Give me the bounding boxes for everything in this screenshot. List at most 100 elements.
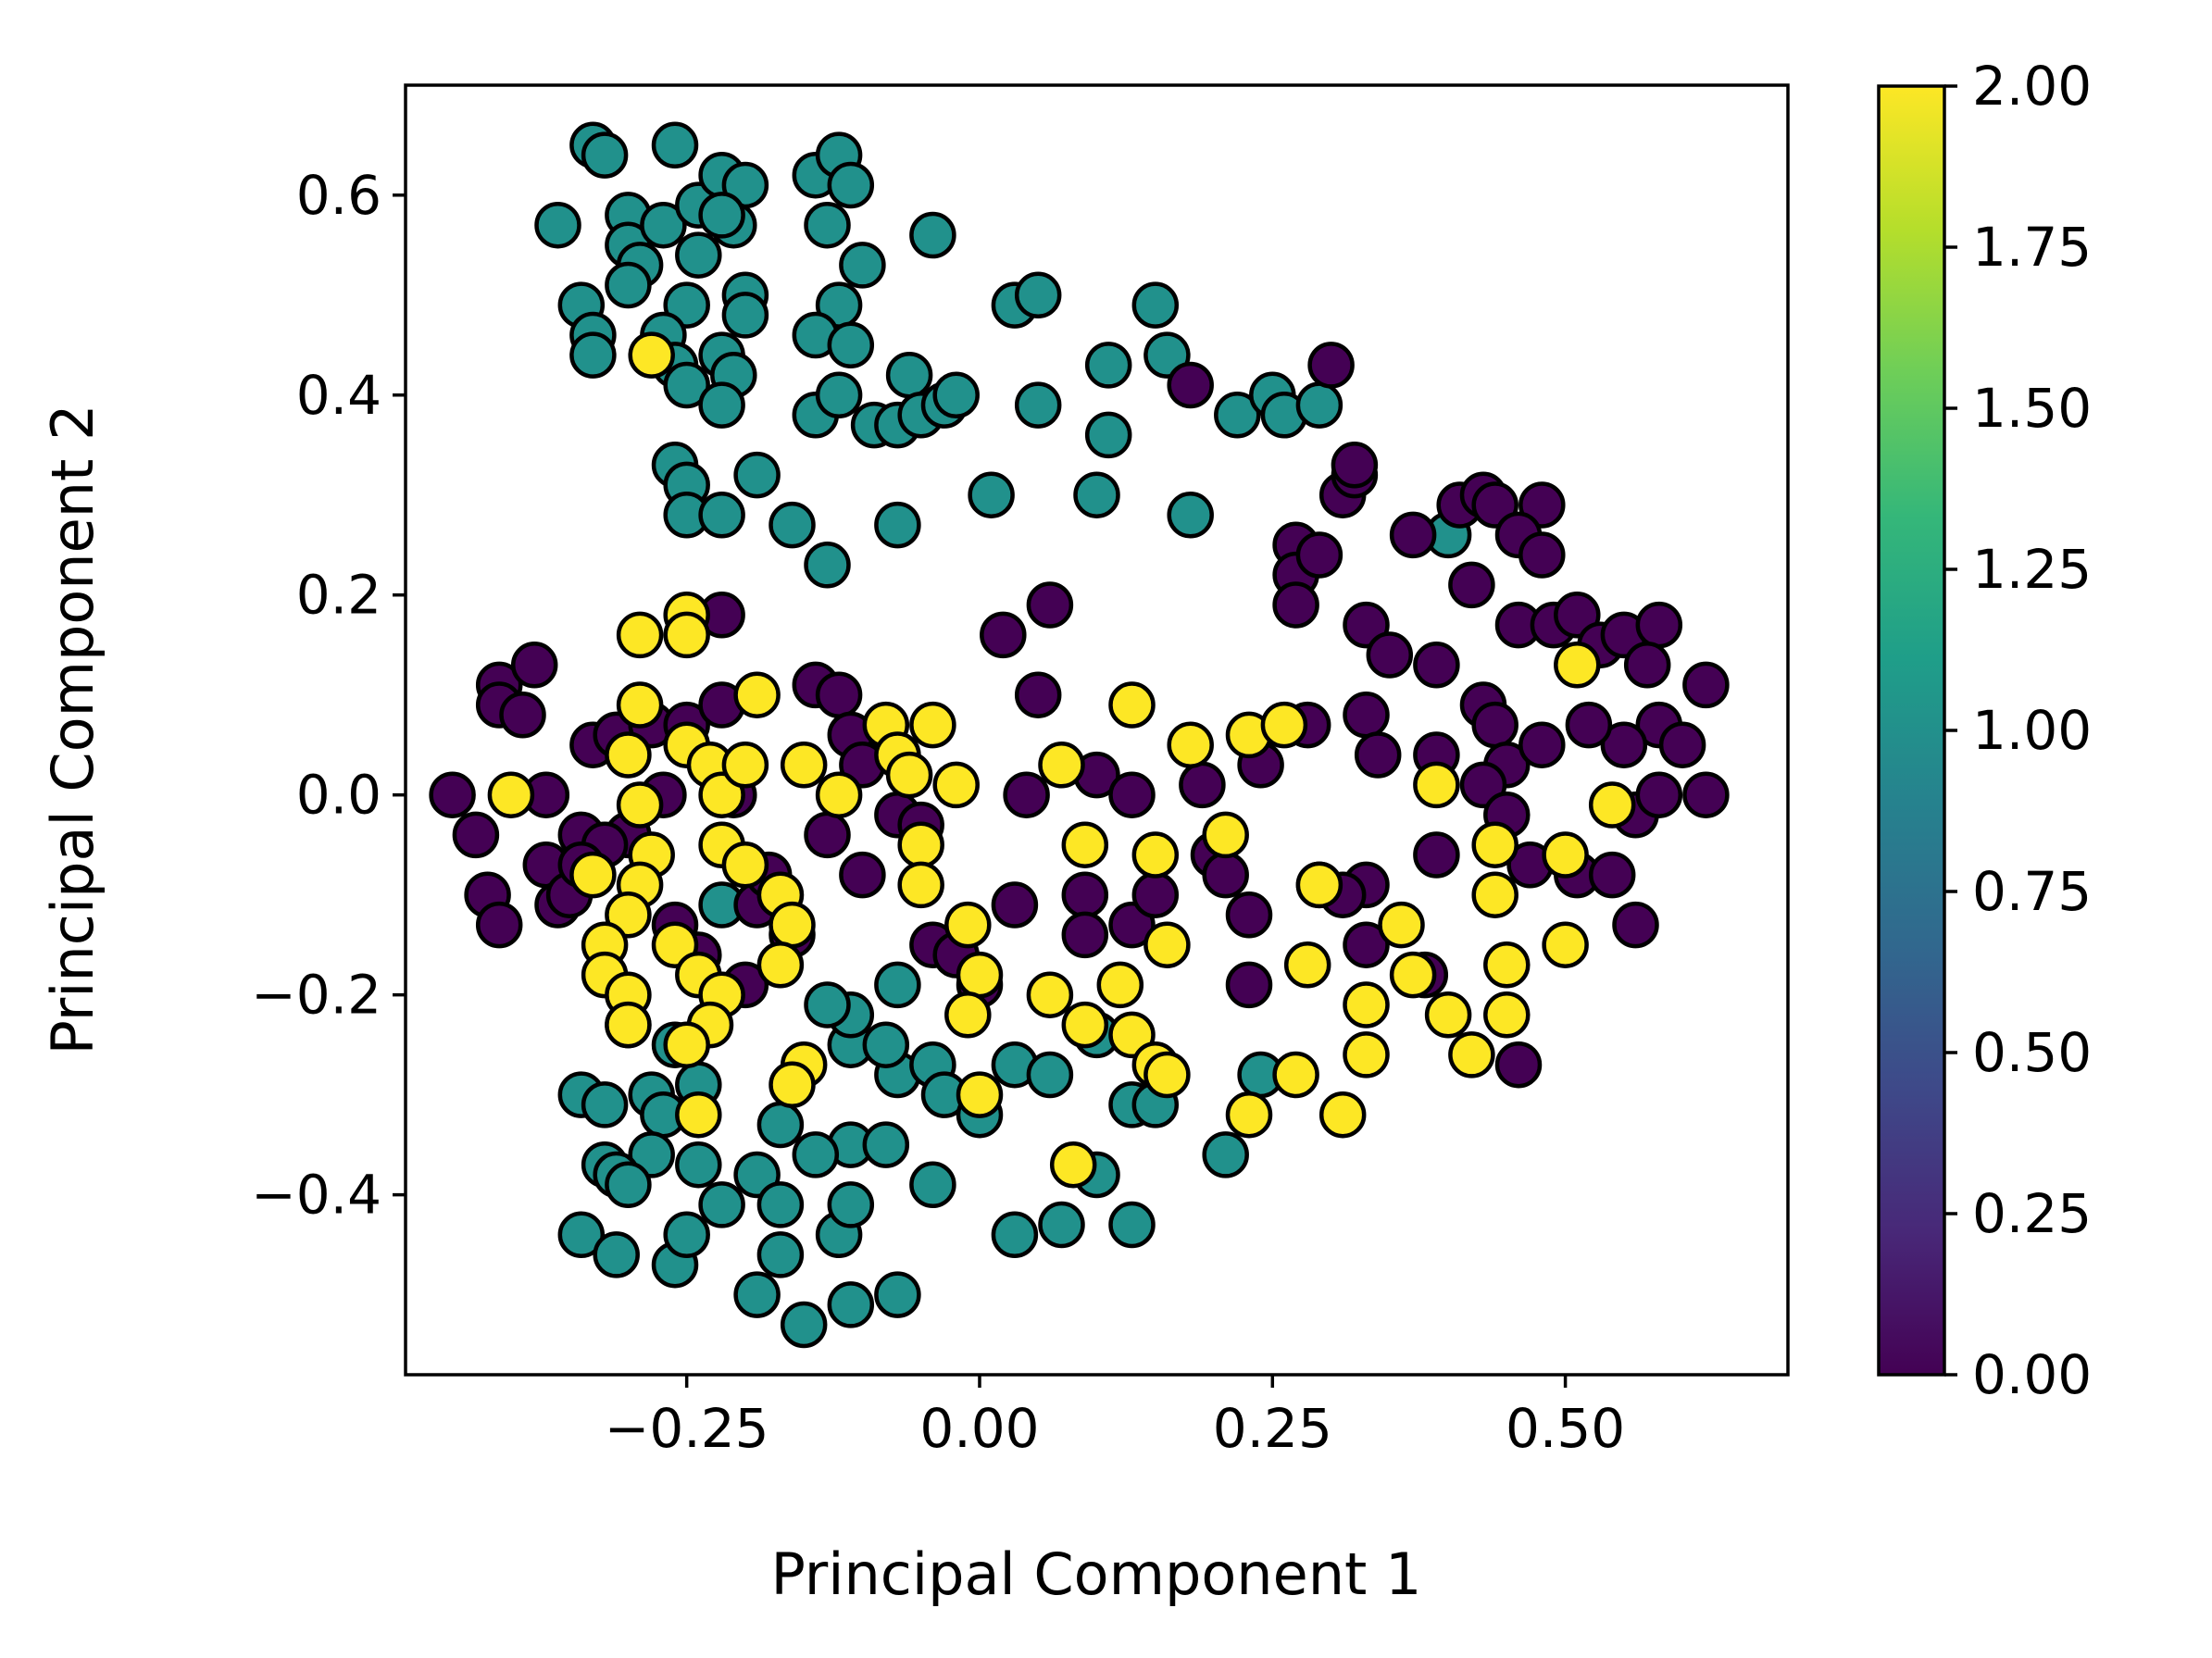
scatter-point-class-0	[499, 692, 546, 739]
scatter-point-class-2	[605, 1001, 652, 1049]
scatter-point-class-1	[1084, 411, 1132, 459]
scatter-point-class-1	[792, 1131, 840, 1178]
scatter-point-class-0	[1635, 601, 1683, 649]
data-points	[429, 121, 1730, 1349]
scatter-point-class-2	[733, 671, 781, 718]
scatter-point-class-1	[534, 201, 581, 249]
scatter-point-class-0	[1518, 531, 1566, 579]
scatter-point-class-1	[968, 471, 1015, 518]
scatter-point-class-0	[1225, 891, 1273, 939]
scatter-point-class-2	[721, 841, 769, 889]
scatter-point-class-2	[885, 751, 933, 799]
scatter-point-class-1	[605, 1161, 652, 1209]
colorbar	[1877, 84, 1946, 1377]
scatter-point-class-0	[1389, 511, 1437, 559]
scatter-point-class-0	[1026, 581, 1074, 629]
scatter-point-class-0	[1471, 701, 1518, 749]
scatter-point-class-1	[756, 1181, 805, 1228]
scatter-point-class-2	[1225, 1091, 1273, 1139]
scatter-point-class-1	[827, 1281, 875, 1328]
scatter-point-class-1	[1295, 381, 1343, 429]
scatter-point-class-2	[1588, 781, 1636, 829]
scatter-point-class-0	[804, 811, 851, 859]
scatter-point-class-2	[616, 781, 664, 829]
scatter-point-class-2	[1318, 1091, 1367, 1139]
y-tick-label: −0.2	[251, 964, 381, 1027]
scatter-point-class-2	[1272, 1051, 1319, 1099]
x-tick-label: 0.25	[1213, 1397, 1332, 1460]
colorbar-tick-label: 1.00	[1972, 699, 2092, 762]
scatter-point-class-0	[1448, 561, 1495, 609]
scatter-point-class-1	[815, 371, 863, 419]
scatter-point-class-2	[1131, 831, 1180, 879]
scatter-point-class-2	[675, 1091, 722, 1139]
scatter-point-class-0	[1225, 961, 1273, 1009]
scatter-point-class-2	[897, 861, 944, 909]
scatter-point-class-2	[663, 611, 710, 659]
scatter-point-class-0	[1366, 631, 1414, 679]
scatter-point-class-1	[605, 261, 652, 309]
scatter-point-class-2	[1260, 701, 1308, 749]
scatter-point-class-2	[605, 731, 652, 779]
scatter-point-class-2	[956, 1071, 1004, 1118]
scatter-point-class-2	[1483, 991, 1531, 1039]
scatter-point-class-0	[1272, 581, 1319, 629]
colorbar-tick-label: 0.50	[1972, 1021, 2092, 1084]
y-tick-label: 0.6	[296, 164, 381, 227]
scatter-point-class-0	[1565, 701, 1613, 749]
scatter-point-class-1	[1038, 1201, 1085, 1249]
scatter-point-class-2	[1542, 831, 1589, 879]
x-axis-ticks: −0.25 0.00 0.25 0.50	[605, 1375, 1625, 1460]
scatter-point-class-2	[897, 821, 944, 868]
colorbar-tick-label: 2.00	[1972, 55, 2092, 118]
scatter-point-class-1	[827, 1181, 875, 1228]
scatter-point-class-1	[581, 1081, 629, 1128]
colorbar-tick-label: 1.25	[1972, 538, 2092, 601]
scatter-point-class-1	[932, 371, 980, 419]
scatter-point-class-2	[569, 851, 617, 899]
scatter-point-class-2	[944, 901, 992, 949]
scatter-point-class-2	[1167, 721, 1214, 768]
scatter-point-class-1	[756, 1231, 805, 1278]
scatter-point-class-0	[1179, 761, 1226, 809]
scatter-point-class-0	[1014, 671, 1062, 718]
colorbar-ticks: 0.00 0.25 0.50 0.75 1.00 1.25 1.50 1.75 2.00	[1944, 55, 2092, 1406]
scatter-point-class-1	[557, 1211, 606, 1259]
scatter-point-class-2	[1554, 642, 1601, 689]
scatter-point-class-0	[1003, 771, 1050, 818]
scatter-point-class-0	[1413, 642, 1460, 689]
scatter-point-class-0	[1494, 1041, 1543, 1089]
scatter-point-class-1	[991, 1211, 1039, 1259]
scatter-point-class-2	[1283, 941, 1331, 989]
scatter-point-class-2	[815, 771, 863, 818]
scatter-point-class-2	[1448, 1031, 1495, 1078]
colorbar-tick-label: 0.00	[1972, 1343, 2092, 1406]
scatter-point-class-2	[1038, 742, 1085, 789]
x-tick-label: 0.00	[919, 1397, 1039, 1460]
scatter-point-class-0	[510, 642, 558, 689]
scatter-point-class-0	[1635, 771, 1683, 818]
scatter-point-class-1	[569, 331, 617, 379]
scatter-point-class-0	[991, 881, 1039, 929]
scatter-point-class-0	[1343, 692, 1390, 739]
colorbar-tick-label: 0.25	[1972, 1182, 2092, 1245]
scatter-point-class-1	[721, 292, 769, 339]
scatter-point-class-1	[1014, 381, 1062, 429]
scatter-point-class-2	[487, 771, 535, 818]
y-tick-label: −0.4	[251, 1164, 381, 1227]
scatter-point-class-2	[1061, 1001, 1109, 1049]
scatter-point-class-1	[733, 1271, 781, 1318]
scatter-point-class-1	[1073, 471, 1120, 518]
scatter-point-class-0	[429, 771, 476, 818]
scatter-point-class-1	[1014, 271, 1062, 319]
scatter-point-class-2	[756, 941, 805, 989]
scatter-point-class-2	[721, 742, 769, 789]
scatter-point-class-2	[1424, 991, 1472, 1039]
scatter-point-class-1	[909, 211, 956, 259]
scatter-point-class-2	[769, 901, 816, 949]
scatter-point-class-2	[1542, 921, 1589, 968]
scatter-point-class-0	[839, 851, 886, 899]
scatter-point-class-2	[1471, 821, 1518, 868]
scatter-point-class-0	[1600, 721, 1648, 768]
